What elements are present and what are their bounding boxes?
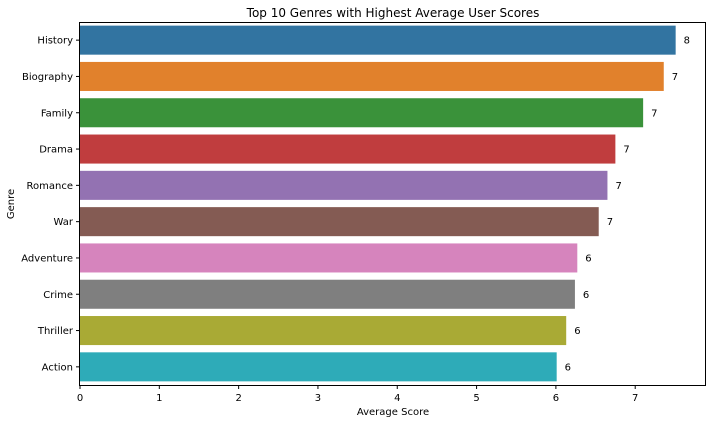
bar-war (80, 207, 599, 237)
y-tick-label-thriller: Thriller (37, 326, 74, 337)
bars-group: 8 7 7 7 7 7 6 6 6 6 (80, 25, 690, 382)
y-tick-label-crime: Crime (43, 290, 73, 301)
bar-crime (80, 279, 575, 309)
x-tick-label-4: 4 (394, 393, 400, 404)
x-tick-label-2: 2 (235, 393, 241, 404)
y-tick-label-action: Action (42, 362, 73, 373)
x-tick-label-7: 7 (632, 393, 638, 404)
bar-action (80, 352, 557, 382)
y-tick-labels: History Biography Family Drama Romance War Adv… (21, 36, 80, 373)
y-tick-label-history: History (37, 36, 73, 47)
data-label-war: 7 (607, 217, 613, 228)
plot-frame (79, 22, 706, 386)
data-label-drama: 7 (623, 145, 629, 156)
y-tick-label-romance: Romance (27, 181, 73, 192)
bar-history (80, 25, 676, 55)
x-tick-label-5: 5 (473, 393, 479, 404)
data-label-action: 6 (565, 362, 571, 373)
x-ticks: 0 1 2 3 4 5 6 7 (77, 385, 638, 404)
chart-title: Top 10 Genres with Highest Average User … (246, 6, 540, 20)
x-axis-title: Average Score (357, 407, 429, 418)
x-tick-label-1: 1 (156, 393, 162, 404)
y-tick-label-family: Family (41, 108, 73, 119)
y-tick-label-biography: Biography (22, 72, 73, 83)
data-label-history: 8 (684, 36, 690, 47)
data-label-romance: 7 (615, 181, 621, 192)
data-label-family: 7 (651, 108, 657, 119)
y-tick-label-war: War (54, 217, 74, 228)
data-label-crime: 6 (583, 290, 589, 301)
data-label-adventure: 6 (585, 253, 591, 264)
y-tick-label-drama: Drama (39, 145, 73, 156)
x-tick-label-3: 3 (315, 393, 321, 404)
y-axis-title: Genre (6, 189, 17, 219)
bar-romance (80, 170, 608, 200)
y-tick-label-adventure: Adventure (21, 253, 73, 264)
bar-adventure (80, 243, 578, 273)
bar-family (80, 98, 644, 128)
data-label-thriller: 6 (574, 326, 580, 337)
data-label-biography: 7 (672, 72, 678, 83)
x-tick-label-6: 6 (553, 393, 559, 404)
bar-drama (80, 134, 616, 164)
x-tick-label-0: 0 (77, 393, 83, 404)
bar-thriller (80, 316, 567, 346)
bar-biography (80, 61, 664, 91)
